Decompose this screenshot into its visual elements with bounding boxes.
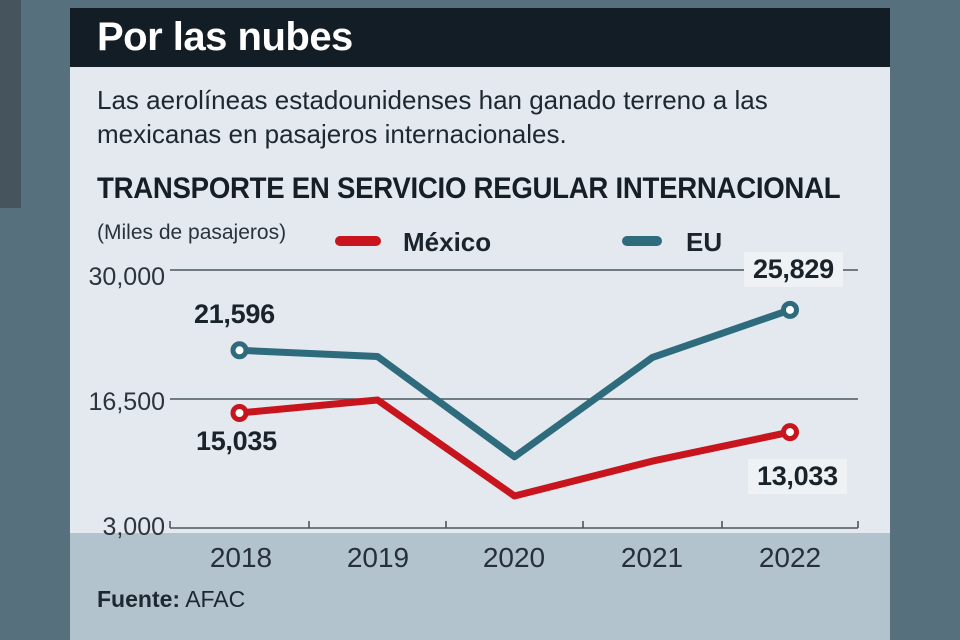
data-label-eu-2022: 25,829 (744, 252, 843, 287)
data-label-mexico-2018: 15,035 (196, 426, 277, 456)
x-axis-label-2019: 2019 (346, 542, 410, 573)
left-edge-shade (0, 0, 21, 208)
headline-bar: Por las nubes (70, 8, 890, 67)
y-axis-tick-3000: 3,000 (102, 513, 165, 541)
x-axis-label-2020: 2020 (482, 542, 546, 573)
source-line: Fuente: AFAC (97, 586, 245, 613)
y-axis-tick-30000: 30,000 (88, 263, 165, 291)
x-axis-label-2022: 2022 (758, 542, 822, 573)
data-label-mexico-2022: 13,033 (748, 459, 847, 494)
legend-label-mexico: México (403, 227, 492, 257)
line-chart-plot (169, 269, 859, 529)
headline-title: Por las nubes (97, 15, 353, 59)
legend-swatch-eu (622, 236, 662, 246)
x-axis-label-2018: 2018 (209, 542, 273, 573)
legend-label-eu: EU (686, 227, 723, 257)
legend-swatch-mexico (335, 236, 381, 246)
chart-unit-label: (Miles de pasajeros) (97, 221, 287, 244)
source-value: AFAC (185, 586, 246, 612)
chart-title: TRANSPORTE EN SERVICIO REGULAR INTERNACI… (97, 172, 841, 205)
source-label: Fuente: (97, 586, 181, 612)
chart-card (70, 67, 890, 533)
y-axis-tick-16500: 16,500 (88, 388, 165, 416)
x-axis-label-2021: 2021 (620, 542, 684, 573)
intro-text: Las aerolíneas estadounidenses han ganad… (97, 85, 768, 149)
chart-footer-band (70, 533, 890, 640)
data-label-eu-2018: 21,596 (194, 299, 275, 329)
